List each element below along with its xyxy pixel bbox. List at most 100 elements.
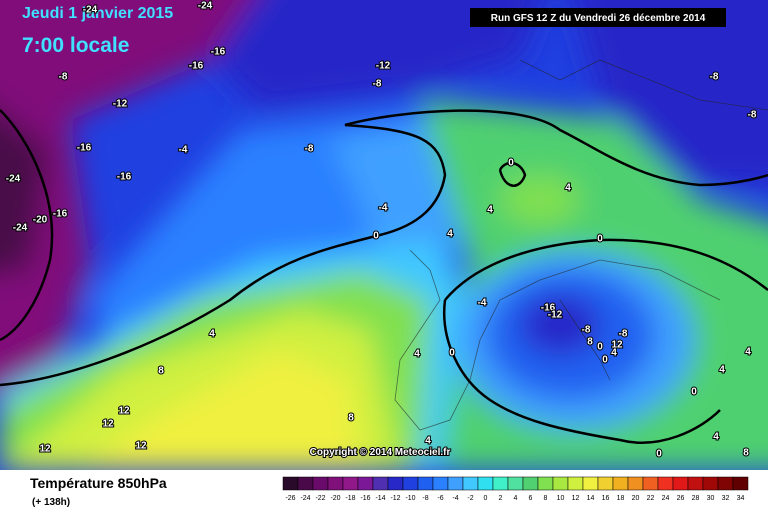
contour-label: 4	[565, 183, 571, 194]
contour-label: 4	[414, 349, 420, 360]
field-title: Température 850hPa	[30, 475, 167, 491]
scale-box	[297, 476, 314, 491]
scale-tick-label: 12	[572, 495, 580, 502]
scale-tick-label: 32	[722, 495, 730, 502]
scale-tick-label: -10	[405, 495, 415, 502]
scale-tick-label: 34	[737, 495, 745, 502]
scale-box	[537, 476, 554, 491]
contour-label: -12	[113, 99, 128, 110]
scale-tick-label: 18	[617, 495, 625, 502]
scale-box	[582, 476, 599, 491]
contour-label: -4	[478, 298, 487, 309]
copyright: Copyright © 2014 Meteociel.fr	[310, 447, 451, 458]
contour-label: 12	[135, 441, 147, 452]
run-info: Run GFS 12 Z du Vendredi 26 décembre 201…	[491, 13, 706, 24]
local-time: 7:00 locale	[22, 34, 129, 57]
scale-box	[417, 476, 434, 491]
contour-label: 0	[373, 231, 379, 242]
scale-box	[522, 476, 539, 491]
scale-tick-label: 4	[514, 495, 518, 502]
scale-box	[387, 476, 404, 491]
scale-tick-label: 30	[707, 495, 715, 502]
contour-label: -8	[710, 72, 719, 83]
scale-box	[372, 476, 389, 491]
contour-label: -24	[6, 174, 21, 185]
contour-label: -24	[198, 1, 213, 12]
scale-box	[507, 476, 524, 491]
scale-box	[402, 476, 419, 491]
scale-tick-label: 2	[499, 495, 503, 502]
scale-tick-label: -18	[345, 495, 355, 502]
contour-label: 0	[597, 342, 603, 353]
contour-label: 8	[158, 366, 164, 377]
scale-box	[282, 476, 299, 491]
contour-label: -12	[376, 61, 391, 72]
scale-tick-label: -14	[375, 495, 385, 502]
scale-box	[462, 476, 479, 491]
contour-label: -16	[117, 172, 132, 183]
scale-tick-label: 8	[544, 495, 548, 502]
map-date: Jeudi 1 janvier 2015	[22, 5, 173, 22]
scale-tick-label: -22	[315, 495, 325, 502]
contour-label: 0	[597, 234, 603, 245]
contour-label: 12	[611, 340, 623, 351]
scale-box	[672, 476, 689, 491]
scale-box	[432, 476, 449, 491]
scale-box	[687, 476, 704, 491]
contour-label: -4	[379, 203, 388, 214]
scale-box	[357, 476, 374, 491]
contour-label: 8	[348, 413, 354, 424]
contour-label: -16	[541, 303, 556, 314]
scale-box	[612, 476, 629, 491]
contour-label: 8	[743, 448, 749, 459]
contour-label: 8	[587, 337, 593, 348]
scale-tick-label: -2	[467, 495, 473, 502]
contour-label: 4	[719, 365, 725, 376]
scale-box	[492, 476, 509, 491]
contour-label: 12	[102, 419, 114, 430]
scale-tick-label: -16	[360, 495, 370, 502]
contour-label: -12	[548, 310, 563, 321]
scale-box	[642, 476, 659, 491]
scale-tick-label: -12	[390, 495, 400, 502]
contour-label: -8	[373, 79, 382, 90]
run-box	[470, 8, 726, 27]
contour-label: 0	[602, 355, 608, 366]
contour-label: 4	[713, 432, 719, 443]
scale-box	[327, 476, 344, 491]
contour-label: -24	[83, 5, 98, 16]
scale-tick-label: 14	[587, 495, 595, 502]
scale-tick-label: -20	[330, 495, 340, 502]
contour-label: -16	[53, 209, 68, 220]
contour-label: -8	[305, 144, 314, 155]
scale-tick-label: 0	[484, 495, 488, 502]
contour-label: 4	[487, 205, 493, 216]
contour-label: -4	[179, 145, 188, 156]
contours	[0, 109, 768, 444]
map	[0, 0, 768, 470]
scale-tick-label: 6	[529, 495, 533, 502]
contour-label: -20	[33, 215, 48, 226]
contour-label: -8	[582, 325, 591, 336]
scale-tick-label: 28	[692, 495, 700, 502]
contour-label: -8	[619, 329, 628, 340]
scale-tick-label: 16	[602, 495, 610, 502]
contour-label: 4	[209, 329, 215, 340]
scale-box	[657, 476, 674, 491]
scale-box	[627, 476, 644, 491]
contour-label: 0	[508, 158, 514, 169]
scale-tick-label: -4	[452, 495, 458, 502]
scale-box	[312, 476, 329, 491]
scale-box	[567, 476, 584, 491]
contour-label: -16	[211, 47, 226, 58]
scale-tick-label: 24	[662, 495, 670, 502]
scale-tick-label: 22	[647, 495, 655, 502]
lead-time: (+ 138h)	[32, 497, 70, 508]
scale-box	[732, 476, 749, 491]
scale-box	[447, 476, 464, 491]
contour-label: -16	[77, 143, 92, 154]
scale-tick-label: 10	[557, 495, 565, 502]
scale-box	[552, 476, 569, 491]
contour-label: 0	[449, 348, 455, 359]
scale-tick-label: 26	[677, 495, 685, 502]
